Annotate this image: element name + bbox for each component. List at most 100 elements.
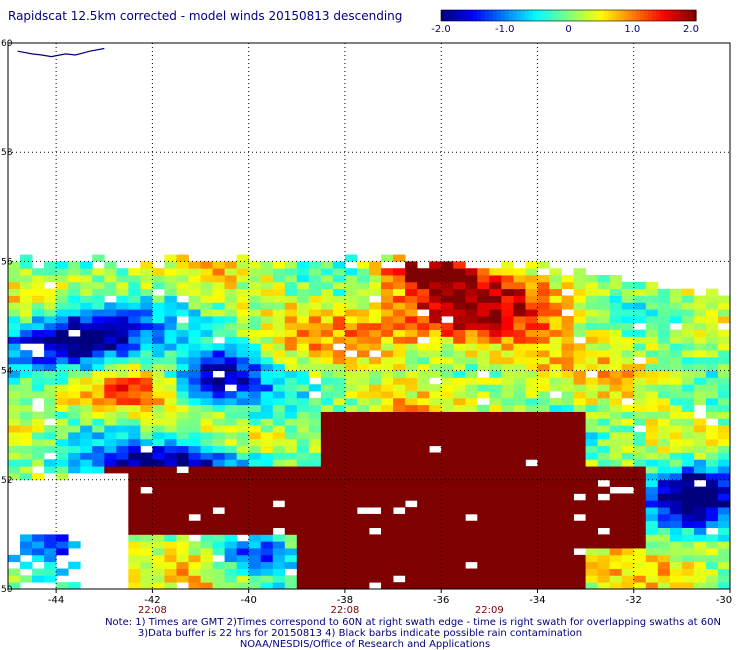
heatmap-cell bbox=[717, 438, 731, 447]
heatmap-cell bbox=[44, 391, 57, 399]
heatmap-cell bbox=[200, 329, 213, 337]
heatmap-cell bbox=[152, 493, 165, 501]
heatmap-cell bbox=[489, 507, 502, 515]
heatmap-cell bbox=[453, 554, 466, 563]
heatmap-cell bbox=[393, 513, 406, 522]
heatmap-cell bbox=[441, 370, 454, 378]
heatmap-cell bbox=[104, 466, 117, 474]
heatmap-cell bbox=[128, 370, 141, 378]
heatmap-cell bbox=[597, 370, 611, 378]
heatmap-cell bbox=[537, 507, 550, 515]
heatmap-cell bbox=[200, 322, 213, 331]
heatmap-cell bbox=[381, 432, 394, 440]
heatmap-cell bbox=[513, 302, 526, 310]
colorbar-tick-label: 2.0 bbox=[683, 24, 699, 35]
heatmap-cell bbox=[116, 418, 129, 426]
heatmap-cell bbox=[104, 418, 117, 426]
heatmap-cell bbox=[32, 302, 45, 310]
heatmap-cell bbox=[32, 316, 45, 324]
heatmap-cell bbox=[393, 418, 406, 426]
heatmap-cell bbox=[681, 466, 695, 474]
heatmap-cell bbox=[80, 397, 93, 406]
heatmap-cell bbox=[669, 350, 683, 358]
heatmap-cell bbox=[669, 486, 683, 494]
colorbar-swatch bbox=[452, 10, 458, 21]
heatmap-cell bbox=[80, 384, 93, 392]
heatmap-cell bbox=[212, 350, 225, 358]
heatmap-cell bbox=[513, 554, 526, 563]
heatmap-cell bbox=[212, 527, 225, 535]
heatmap-cell bbox=[152, 554, 165, 563]
heatmap-cell bbox=[501, 356, 514, 365]
heatmap-cell bbox=[296, 541, 310, 549]
heatmap-cell bbox=[188, 541, 201, 549]
heatmap-cell bbox=[332, 507, 346, 515]
heatmap-cell bbox=[453, 445, 466, 453]
heatmap-cell bbox=[369, 425, 382, 433]
heatmap-cell bbox=[272, 268, 286, 276]
heatmap-cell bbox=[477, 493, 490, 501]
heatmap-cell bbox=[693, 459, 707, 467]
heatmap-cell bbox=[405, 363, 418, 371]
heatmap-cell bbox=[717, 500, 731, 508]
heatmap-cell bbox=[332, 479, 346, 488]
heatmap-cell bbox=[152, 343, 165, 351]
heatmap-cell bbox=[609, 411, 623, 419]
heatmap-cell bbox=[140, 500, 153, 508]
heatmap-cell bbox=[393, 384, 406, 392]
heatmap-cell bbox=[200, 520, 213, 528]
heatmap-cell bbox=[104, 322, 117, 331]
heatmap-cell bbox=[224, 500, 238, 508]
heatmap-cell bbox=[705, 322, 719, 331]
heatmap-cell bbox=[32, 459, 45, 467]
heatmap-cell bbox=[284, 391, 298, 399]
heatmap-cell bbox=[465, 466, 478, 474]
heatmap-cell bbox=[128, 356, 141, 365]
heatmap-cell bbox=[465, 438, 478, 447]
heatmap-cell bbox=[537, 309, 550, 317]
heatmap-cell bbox=[705, 520, 719, 528]
heatmap-cell bbox=[429, 336, 442, 344]
heatmap-cell bbox=[224, 479, 238, 488]
heatmap-cell bbox=[176, 384, 189, 392]
heatmap-cell bbox=[44, 575, 57, 583]
heatmap-cell bbox=[104, 336, 117, 344]
heatmap-cell bbox=[489, 309, 502, 317]
colorbar-swatch bbox=[580, 10, 586, 21]
heatmap-cell bbox=[344, 575, 358, 583]
heatmap-cell bbox=[188, 472, 201, 481]
heatmap-cell bbox=[705, 466, 719, 474]
heatmap-cell bbox=[525, 411, 538, 419]
heatmap-cell bbox=[212, 363, 225, 371]
heatmap-cell bbox=[164, 411, 177, 419]
heatmap-cell bbox=[597, 397, 611, 406]
heatmap-cell bbox=[212, 356, 225, 365]
heatmap-cell bbox=[621, 432, 635, 440]
heatmap-cell bbox=[164, 466, 177, 474]
heatmap-cell bbox=[224, 322, 238, 331]
heatmap-cell bbox=[68, 411, 81, 419]
heatmap-cell bbox=[284, 397, 298, 406]
heatmap-cell bbox=[20, 541, 33, 549]
heatmap-cell bbox=[717, 397, 731, 406]
heatmap-cell bbox=[657, 479, 671, 488]
heatmap-cell bbox=[693, 466, 707, 474]
heatmap-cell bbox=[573, 384, 586, 392]
heatmap-cell bbox=[344, 411, 358, 419]
heatmap-cell bbox=[417, 500, 430, 508]
heatmap-cell bbox=[128, 486, 141, 494]
heatmap-cell bbox=[356, 370, 370, 378]
heatmap-cell bbox=[381, 548, 394, 556]
heatmap-cell bbox=[68, 582, 81, 590]
heatmap-cell bbox=[224, 548, 238, 556]
heatmap-cell bbox=[92, 336, 105, 344]
heatmap-cell bbox=[236, 432, 250, 440]
heatmap-cell bbox=[188, 391, 201, 399]
heatmap-cell bbox=[332, 459, 346, 467]
heatmap-cell bbox=[585, 554, 599, 563]
heatmap-cell bbox=[80, 466, 93, 474]
x-tick-label: -36 bbox=[433, 595, 449, 606]
heatmap-cell bbox=[224, 554, 238, 563]
heatmap-cell bbox=[441, 561, 454, 569]
heatmap-cell bbox=[176, 438, 189, 447]
